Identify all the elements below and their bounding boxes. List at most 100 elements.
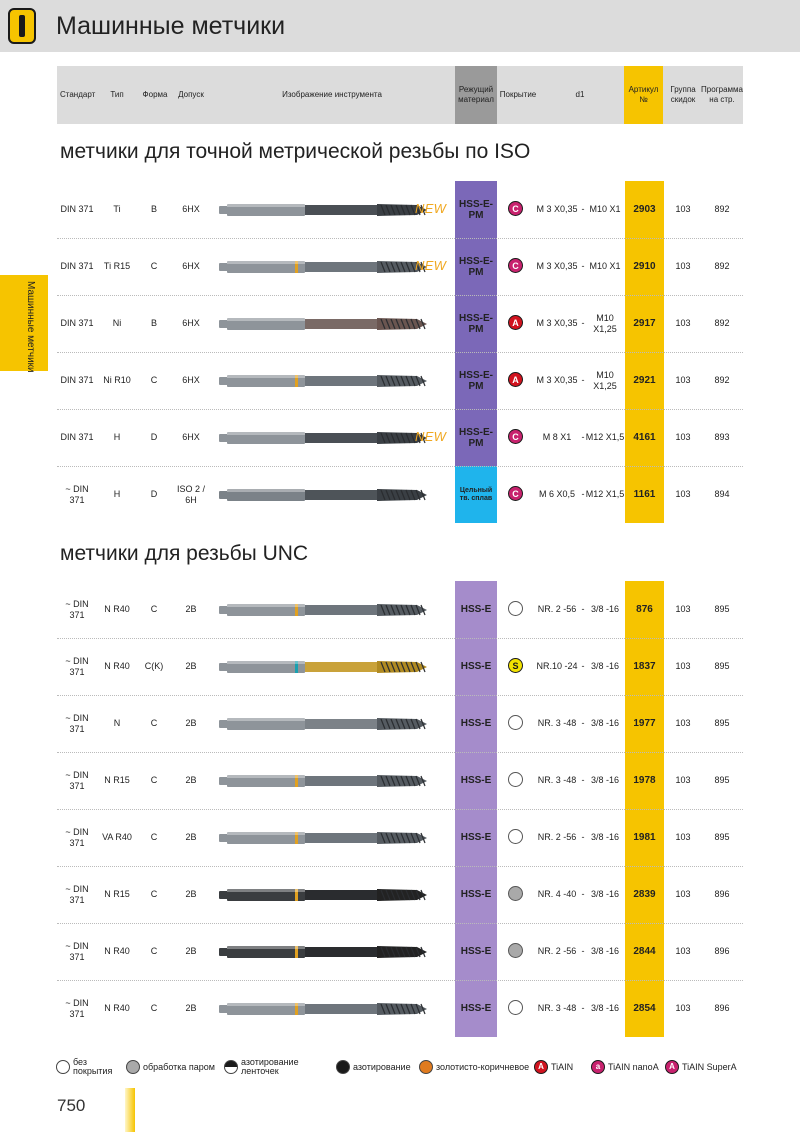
cell-discount-group: 103 — [675, 1003, 691, 1014]
cell-discount-group: 103 — [675, 775, 691, 786]
coating-tiain-super-icon: C — [508, 429, 523, 444]
cell-discount-group: 103 — [675, 946, 691, 957]
cutting-material-label: HSS-E-PM — [459, 198, 493, 221]
coating-none-icon — [508, 829, 523, 844]
cell-program-page: 892 — [714, 375, 730, 386]
cell-article: 876 — [636, 603, 653, 615]
cutting-material-label: HSS-E-PM — [459, 369, 493, 392]
coating-gold-brown-icon — [419, 1060, 433, 1074]
row-divider — [57, 980, 743, 981]
legend-label: без покрытия — [73, 1057, 113, 1076]
cell-program-page: 895 — [714, 832, 730, 843]
legend-label: TiAIN nanoA — [608, 1061, 659, 1072]
cutting-material-label: HSS-E — [460, 889, 492, 900]
cutting-material-cell — [455, 181, 497, 238]
cell-article: 2844 — [633, 945, 656, 957]
table-row: ~ DIN 371 N C 2B HSS-E NR. 3 -48-3/8 -16 1977 1… — [57, 695, 743, 752]
cell-standard: ~ DIN 371 — [65, 998, 89, 1019]
cell-form: C(K) — [144, 661, 164, 672]
coating-none-icon — [508, 601, 523, 616]
cell-d1-dash: - — [581, 1003, 585, 1014]
cell-standard: ~ DIN 371 — [65, 484, 89, 505]
coating-tiain-super-icon: C — [508, 486, 523, 501]
cell-article: 2903 — [633, 203, 656, 215]
cutting-material-label: HSS-E — [460, 832, 492, 843]
cell-program-page: 895 — [714, 661, 730, 672]
cell-type: Ti R15 — [103, 261, 131, 272]
cutting-material-label: HSS-E-PM — [459, 426, 493, 449]
cell-program-page: 895 — [714, 775, 730, 786]
cutting-material-label: HSS-E — [460, 1003, 492, 1014]
table-header: Стандарт Тип Форма Допуск Изображение ин… — [57, 66, 743, 124]
header-type: Тип — [110, 90, 124, 100]
cell-discount-group: 103 — [675, 489, 691, 500]
cell-form: B — [150, 204, 157, 215]
table-row: DIN 371 Ni B 6HX HSS-E-PM A M 3 X0,35- M10 X1,2… — [57, 295, 743, 352]
cell-d1-from: M 3 X0,35 — [536, 318, 578, 329]
cell-standard: ~ DIN 371 — [65, 599, 89, 620]
cell-discount-group: 103 — [675, 375, 691, 386]
cell-tolerance: 6HX — [182, 261, 200, 272]
legend-item: азотирование — [336, 1055, 418, 1079]
cell-type: N R15 — [104, 775, 130, 786]
cell-type: N — [113, 718, 121, 729]
cell-type: N R40 — [104, 1003, 130, 1014]
cell-standard: DIN 371 — [60, 375, 94, 386]
cell-d1-to: 3/8 -16 — [590, 718, 620, 729]
tap-straight-flute-icon — [217, 715, 437, 733]
header-d1: d1 — [575, 90, 585, 100]
cell-d1-from: M 3 X0,35 — [536, 261, 578, 272]
table-row: DIN 371 Ti R15 C 6HX NEW HSS-E-PM C M 3 X0,35- M… — [57, 238, 743, 295]
legend-label: азотирование — [353, 1061, 411, 1072]
cell-program-page: 892 — [714, 318, 730, 329]
row-divider — [57, 752, 743, 753]
cell-form: C — [150, 775, 158, 786]
cell-tolerance: 6HX — [182, 375, 200, 386]
cell-article: 1161 — [633, 488, 656, 500]
cell-program-page: 893 — [714, 432, 730, 443]
coating-tiain-icon: A — [508, 315, 523, 330]
cell-d1-from: M 6 X0,5 — [538, 489, 576, 500]
tap-spiral-flute-icon — [217, 601, 437, 619]
cell-article: 1978 — [633, 774, 656, 786]
cell-d1-from: NR. 3 -48 — [537, 718, 577, 729]
cutting-material-cell — [455, 695, 497, 752]
cutting-material-label: HSS-E-PM — [459, 255, 493, 278]
legend-item: обработка паром — [126, 1055, 222, 1079]
cell-tolerance: 6HX — [182, 432, 200, 443]
cell-discount-group: 103 — [675, 832, 691, 843]
cell-tolerance: 6HX — [182, 204, 200, 215]
coating-none-icon — [508, 772, 523, 787]
cell-d1-from: NR. 2 -56 — [537, 604, 577, 615]
cutting-material-label: HSS-E-PM — [459, 312, 493, 335]
cutting-material-cell — [455, 638, 497, 695]
tap-spiral-flute-icon — [217, 372, 437, 390]
cell-article: 4161 — [633, 431, 656, 443]
cell-d1-to: M10 X1 — [589, 261, 621, 272]
coating-nitrided-icon — [336, 1060, 350, 1074]
coating-none-icon — [508, 715, 523, 730]
cell-d1-to: 3/8 -16 — [590, 775, 620, 786]
cell-program-page: 895 — [714, 604, 730, 615]
cutting-material-label: HSS-E — [460, 775, 492, 786]
cell-form: C — [150, 889, 158, 900]
cell-article: 2921 — [633, 374, 656, 386]
legend-label: TiAIN SuperA — [682, 1061, 737, 1072]
tap-black-spiral-icon — [217, 886, 437, 904]
cell-standard: DIN 371 — [60, 261, 94, 272]
cell-d1-to: M10 X1,25 — [593, 370, 617, 391]
coating-tiain-super-icon: A — [665, 1060, 679, 1074]
cell-d1-dash: - — [581, 832, 585, 843]
cell-d1-from: NR. 3 -48 — [537, 775, 577, 786]
coating-tiain-nano-icon: a — [591, 1060, 605, 1074]
coating-tin-icon: S — [508, 658, 523, 673]
cell-standard: ~ DIN 371 — [65, 656, 89, 677]
cell-article: 2917 — [633, 317, 656, 329]
cell-standard: ~ DIN 371 — [65, 770, 89, 791]
cell-d1-to: M12 X1,5 — [585, 432, 625, 443]
table-row: ~ DIN 371 N R40 C(K) 2B HSS-E S NR.10 -24-3/8 … — [57, 638, 743, 695]
cell-d1-from: NR. 2 -56 — [537, 946, 577, 957]
cell-d1-to: M10 X1 — [589, 204, 621, 215]
cell-tolerance: 2B — [185, 775, 197, 786]
cell-type: H — [113, 432, 121, 443]
